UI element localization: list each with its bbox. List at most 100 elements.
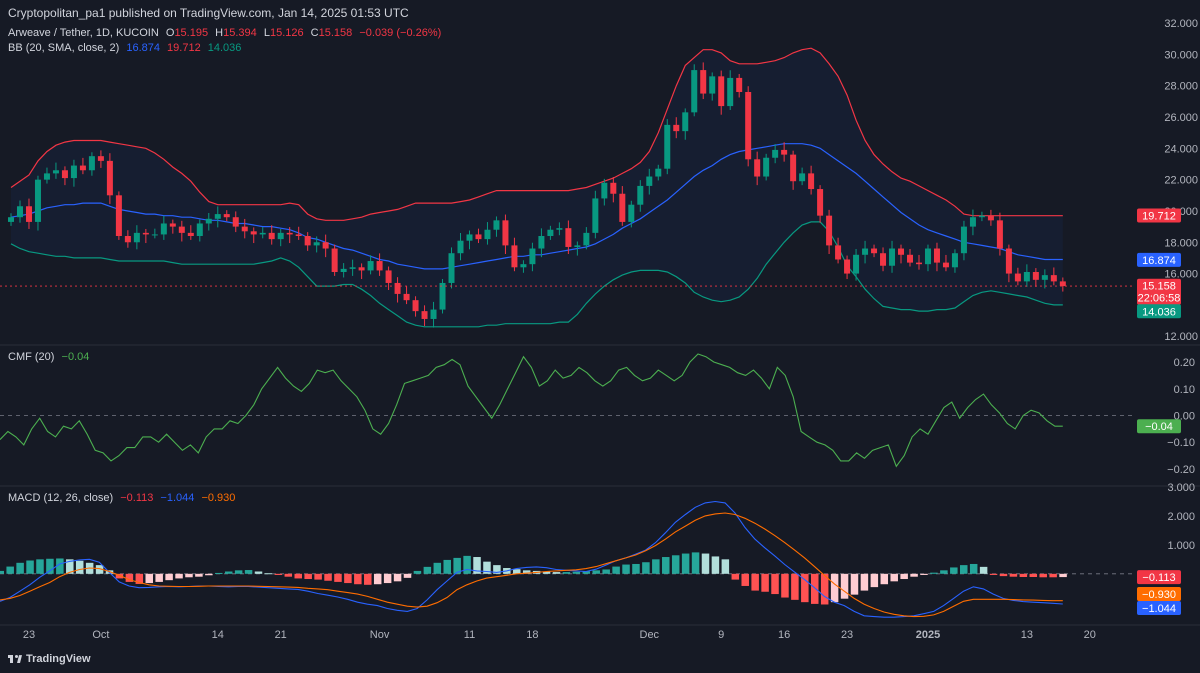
macd-histogram-bar: [870, 573, 879, 588]
macd-histogram-bar: [542, 571, 551, 574]
macd-histogram-bar: [801, 573, 809, 603]
macd-histogram-bar: [364, 573, 372, 585]
candle-body: [358, 267, 365, 271]
time-axis-tick: 11: [464, 629, 475, 641]
cmf-value: −0.04: [61, 351, 90, 363]
macd-histogram-bar: [850, 573, 859, 595]
candle-body: [124, 236, 131, 243]
candle-body: [277, 232, 284, 240]
bb-lower-value: 14.036: [207, 42, 242, 54]
macd-histogram-bar: [681, 553, 690, 574]
macd-histogram-bar: [344, 573, 352, 584]
macd-histogram-bar: [334, 573, 342, 582]
candle-body: [403, 293, 410, 301]
macd-axis-tick: 1.000: [1167, 540, 1195, 552]
candle-body: [826, 215, 833, 246]
candle-body: [556, 228, 563, 230]
candle-body: [295, 234, 302, 236]
macd-histogram-bar: [36, 559, 44, 574]
candle-body: [16, 206, 23, 218]
candle-body: [43, 173, 50, 180]
price-axis-tick: 16.000: [1164, 269, 1198, 281]
main-legend: Arweave / Tether, 1D, KUCOIN O15.195 H15…: [8, 27, 445, 39]
ohlc-open-value: 15.195: [174, 27, 209, 39]
macd-histogram-bar: [711, 556, 720, 574]
macd-histogram-bar: [1019, 573, 1028, 577]
macd-axis-tick: 2.000: [1167, 511, 1195, 523]
candle-body: [322, 242, 329, 249]
candle-body: [951, 253, 958, 268]
candle-body: [1023, 272, 1030, 282]
macd-legend: MACD (12, 26, close) −0.113 −1.044 −0.93…: [8, 492, 239, 504]
cmf-axis-tick: 0.10: [1174, 384, 1195, 396]
candle-body: [781, 149, 788, 155]
symbol-title[interactable]: Arweave / Tether, 1D, KUCOIN: [8, 27, 159, 39]
candle-body: [412, 300, 419, 312]
candle-body: [286, 232, 293, 235]
candle-body: [484, 229, 491, 240]
macd-histogram-bar: [950, 567, 958, 574]
macd-histogram-bar: [612, 566, 620, 574]
candle-body: [700, 70, 707, 94]
candle-body: [367, 261, 374, 271]
cmf-axis-tick: −0.10: [1167, 437, 1195, 449]
candle-body: [169, 223, 176, 227]
bb-upper-tag-bg: [1137, 208, 1181, 223]
candle-body: [933, 248, 940, 263]
candle-body: [871, 248, 878, 254]
macd-histogram-bar: [731, 573, 740, 580]
candle-body: [385, 270, 392, 283]
macd-histogram-bar: [830, 573, 839, 603]
candle-body: [376, 261, 383, 271]
time-axis-tick: 13: [1021, 629, 1033, 641]
candle-body: [493, 220, 500, 230]
candle-body: [718, 76, 725, 107]
candle-body: [52, 170, 59, 174]
candle-body: [898, 248, 905, 255]
macd-histogram-bar: [314, 573, 322, 580]
macd-histogram-bar: [880, 573, 889, 585]
candle-body: [969, 217, 976, 227]
cmf-title[interactable]: CMF (20): [8, 351, 55, 363]
macd-histogram-bar: [751, 573, 759, 591]
candle-body: [79, 165, 86, 171]
candle-body: [196, 223, 203, 236]
price-axis-tick: 24.000: [1164, 143, 1198, 155]
time-axis-tick: 18: [526, 629, 538, 641]
macd-histogram-bar: [294, 573, 302, 579]
ohlc-open: O15.195: [166, 27, 208, 39]
macd-histogram-bar: [324, 573, 332, 581]
bb-lower-tag: 14.036: [1142, 306, 1176, 318]
candle-body: [664, 124, 671, 169]
macd-histogram-bar: [890, 573, 898, 582]
macd-histogram-bar: [46, 558, 54, 574]
macd-histogram-bar: [602, 569, 610, 574]
candle-body: [1032, 272, 1039, 280]
macd-hist-value: −0.113: [120, 492, 154, 504]
candle-body: [421, 311, 428, 319]
candle-body: [853, 254, 860, 274]
bb-title[interactable]: BB (20, SMA, close, 2): [8, 42, 120, 54]
macd-histogram-bar: [433, 562, 442, 574]
macd-signal-value: −0.930: [201, 492, 236, 504]
tradingview-logo-icon: [8, 655, 22, 664]
macd-histogram-bar: [582, 571, 591, 574]
macd-line-tag-bg: [1137, 601, 1181, 615]
macd-histogram-bar: [115, 573, 124, 579]
macd-title[interactable]: MACD (12, 26, close): [8, 492, 114, 504]
tradingview-logo[interactable]: TradingView: [8, 653, 91, 665]
ohlc-high-label: H: [215, 27, 224, 39]
candle-body: [142, 232, 149, 235]
candle-body: [331, 248, 338, 272]
candle-body: [745, 92, 752, 160]
price-axis-tick: 30.000: [1164, 49, 1198, 61]
macd-signal-tag-bg: [1137, 587, 1181, 601]
macd-histogram-bar: [215, 572, 223, 574]
ohlc-high-value: 15.394: [223, 27, 257, 39]
macd-histogram-bar: [165, 573, 173, 581]
macd-signal-line: [0, 512, 1063, 618]
macd-histogram-bar: [483, 561, 491, 574]
time-axis-tick: Nov: [370, 629, 390, 641]
macd-line-tag: −1.044: [1142, 603, 1176, 615]
